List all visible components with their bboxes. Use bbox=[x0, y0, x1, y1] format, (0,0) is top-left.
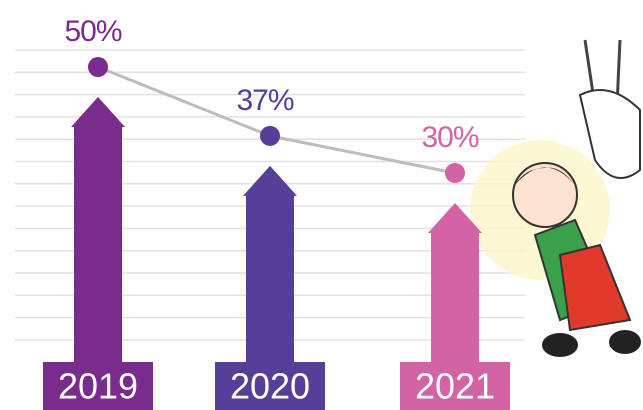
illustration bbox=[470, 39, 641, 357]
data-point bbox=[88, 57, 108, 77]
year-box bbox=[43, 362, 153, 410]
x-tick-label: 2019 bbox=[58, 366, 138, 407]
value-label: 50% bbox=[64, 15, 121, 48]
data-point bbox=[445, 163, 465, 183]
year-box bbox=[215, 362, 325, 410]
year-box bbox=[400, 362, 510, 410]
data-point bbox=[260, 125, 280, 146]
value-label: 30% bbox=[421, 121, 478, 154]
arrow-bar bbox=[243, 165, 297, 362]
value-label: 37% bbox=[236, 84, 293, 117]
arrow-bar bbox=[71, 97, 125, 362]
x-tick-label: 2020 bbox=[230, 366, 310, 407]
arrow-bar bbox=[428, 203, 482, 362]
plot: 50% 2019 37% 2020 30% 2021 bbox=[43, 15, 510, 410]
x-tick-label: 2021 bbox=[415, 366, 495, 407]
